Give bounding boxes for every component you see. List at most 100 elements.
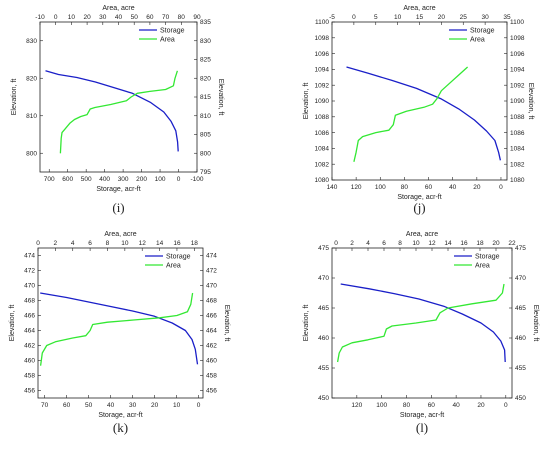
top-tick-label: 12 — [139, 240, 147, 247]
right-tick-label: 1088 — [510, 114, 525, 121]
top-tick-label: 90 — [193, 14, 201, 21]
bottom-tick-label: 20 — [477, 402, 485, 409]
storage-series-line — [340, 283, 506, 363]
legend-label: Storage — [166, 254, 191, 261]
top-tick-label: 80 — [178, 14, 186, 21]
right-tick-label: 800 — [200, 150, 211, 157]
storage-series-line — [45, 70, 179, 152]
bottom-tick-label: 50 — [85, 402, 93, 409]
left-tick-label: 475 — [318, 245, 329, 252]
right-tick-label: 795 — [200, 169, 211, 176]
bottom-tick-label: 120 — [351, 402, 362, 409]
legend-label: Storage — [475, 254, 500, 261]
right-tick-label: 450 — [515, 395, 526, 402]
left-tick-label: 810 — [26, 113, 37, 120]
bottom-tick-label: 500 — [81, 176, 92, 183]
left-axis-title: Elevation, ft — [9, 305, 16, 342]
right-tick-label: 458 — [206, 373, 217, 380]
bottom-tick-label: 120 — [351, 184, 362, 191]
panel-label: (j) — [413, 200, 425, 215]
top-tick-label: 30 — [99, 14, 107, 21]
bottom-tick-label: 600 — [62, 176, 73, 183]
plot-frame — [37, 247, 204, 399]
bottom-tick-label: 40 — [453, 402, 461, 409]
bottom-axis-title: Storage, acr-ft — [397, 194, 441, 201]
left-tick-label: 830 — [26, 38, 37, 45]
left-tick-label: 455 — [318, 365, 329, 372]
right-tick-label: 468 — [206, 298, 217, 305]
top-tick-label: 60 — [146, 14, 154, 21]
bottom-tick-label: 100 — [155, 176, 166, 183]
right-tick-label: 470 — [206, 283, 217, 290]
bottom-tick-label: 200 — [136, 176, 147, 183]
bottom-tick-label: 80 — [403, 402, 411, 409]
top-tick-label: 20 — [83, 14, 91, 21]
top-tick-label: 16 — [173, 240, 181, 247]
top-axis-title: Area, acre — [403, 5, 435, 12]
bottom-tick-label: 0 — [504, 402, 508, 409]
right-tick-label: 455 — [515, 365, 526, 372]
right-tick-label: 460 — [206, 358, 217, 365]
left-tick-label: 458 — [24, 373, 35, 380]
top-tick-label: 0 — [334, 240, 338, 247]
panel-label: (k) — [113, 420, 128, 435]
left-tick-label: 1084 — [315, 146, 330, 153]
right-tick-label: 465 — [515, 305, 526, 312]
bottom-tick-label: 20 — [151, 402, 159, 409]
top-tick-label: 10 — [394, 14, 402, 21]
plot-frame — [39, 21, 198, 173]
bottom-tick-label: 140 — [327, 184, 338, 191]
panel-label: (l) — [416, 420, 428, 435]
bottom-tick-label: 300 — [118, 176, 129, 183]
top-tick-label: -10 — [35, 14, 45, 21]
bottom-axis-title: Storage, acr-ft — [96, 186, 140, 193]
top-tick-label: 16 — [460, 240, 468, 247]
bottom-tick-label: 70 — [41, 402, 49, 409]
bottom-tick-label: 0 — [197, 402, 201, 409]
left-tick-label: 465 — [318, 305, 329, 312]
legend-label: Area — [470, 37, 485, 44]
top-tick-label: 2 — [54, 240, 58, 247]
left-tick-label: 464 — [24, 328, 35, 335]
left-tick-label: 460 — [24, 358, 35, 365]
top-tick-label: 0 — [36, 240, 40, 247]
area-series-line — [336, 283, 505, 363]
top-tick-label: 25 — [460, 14, 468, 21]
left-tick-label: 1098 — [315, 35, 330, 42]
right-tick-label: 1098 — [510, 35, 525, 42]
top-tick-label: 0 — [352, 14, 356, 21]
legend-label: Area — [160, 37, 175, 44]
top-tick-label: -5 — [329, 14, 335, 21]
right-tick-label: 460 — [515, 335, 526, 342]
left-tick-label: 474 — [24, 253, 35, 260]
left-tick-label: 1096 — [315, 51, 330, 58]
bottom-tick-label: 400 — [99, 176, 110, 183]
bottom-tick-label: 60 — [428, 402, 436, 409]
left-axis-title: Elevation, ft — [303, 305, 310, 342]
right-tick-label: 470 — [515, 275, 526, 282]
top-axis-title: Area, acre — [102, 5, 134, 12]
left-tick-label: 820 — [26, 75, 37, 82]
right-tick-label: 472 — [206, 268, 217, 275]
plot-frame — [331, 21, 508, 181]
bottom-tick-label: 40 — [107, 402, 115, 409]
right-tick-label: 1100 — [510, 19, 524, 26]
bottom-tick-label: 20 — [473, 184, 481, 191]
legend-label: Area — [475, 263, 490, 270]
left-tick-label: 1082 — [315, 161, 330, 168]
top-tick-label: 8 — [106, 240, 110, 247]
left-tick-label: 472 — [24, 268, 35, 275]
top-tick-label: 0 — [54, 14, 58, 21]
right-tick-label: 464 — [206, 328, 217, 335]
right-axis-title: Elevation, ft — [217, 79, 224, 116]
bottom-tick-label: 100 — [376, 402, 387, 409]
top-tick-label: 30 — [482, 14, 490, 21]
left-tick-label: 450 — [318, 395, 329, 402]
right-tick-label: 820 — [200, 75, 211, 82]
top-tick-label: 40 — [115, 14, 123, 21]
top-tick-label: 18 — [476, 240, 484, 247]
area-series-line — [59, 70, 179, 154]
right-axis-title: Elevation, ft — [532, 305, 539, 342]
